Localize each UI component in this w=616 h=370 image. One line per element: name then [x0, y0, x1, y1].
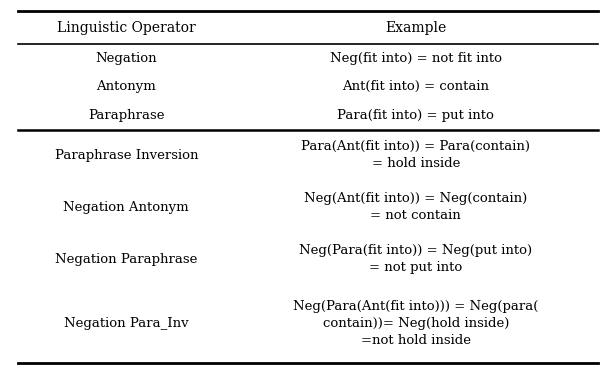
Text: Example: Example — [385, 21, 447, 35]
Text: Antonym: Antonym — [97, 80, 156, 94]
Text: Ant(fit into) = contain: Ant(fit into) = contain — [342, 80, 489, 94]
Text: Negation Antonym: Negation Antonym — [63, 201, 189, 214]
Text: Paraphrase: Paraphrase — [88, 109, 164, 122]
Text: Negation Paraphrase: Negation Paraphrase — [55, 252, 198, 266]
Text: Para(fit into) = put into: Para(fit into) = put into — [338, 109, 494, 122]
Text: Negation: Negation — [95, 52, 157, 65]
Text: Negation Para_Inv: Negation Para_Inv — [64, 317, 188, 330]
Text: Neg(Para(Ant(fit into))) = Neg(para(
contain))= Neg(hold inside)
=not hold insid: Neg(Para(Ant(fit into))) = Neg(para( con… — [293, 300, 538, 347]
Text: Linguistic Operator: Linguistic Operator — [57, 21, 196, 35]
Text: Neg(fit into) = not fit into: Neg(fit into) = not fit into — [330, 52, 502, 65]
Text: Neg(Para(fit into)) = Neg(put into)
= not put into: Neg(Para(fit into)) = Neg(put into) = no… — [299, 244, 532, 274]
Text: Neg(Ant(fit into)) = Neg(contain)
= not contain: Neg(Ant(fit into)) = Neg(contain) = not … — [304, 192, 527, 222]
Text: Paraphrase Inversion: Paraphrase Inversion — [55, 149, 198, 162]
Text: Para(Ant(fit into)) = Para(contain)
= hold inside: Para(Ant(fit into)) = Para(contain) = ho… — [301, 140, 530, 171]
